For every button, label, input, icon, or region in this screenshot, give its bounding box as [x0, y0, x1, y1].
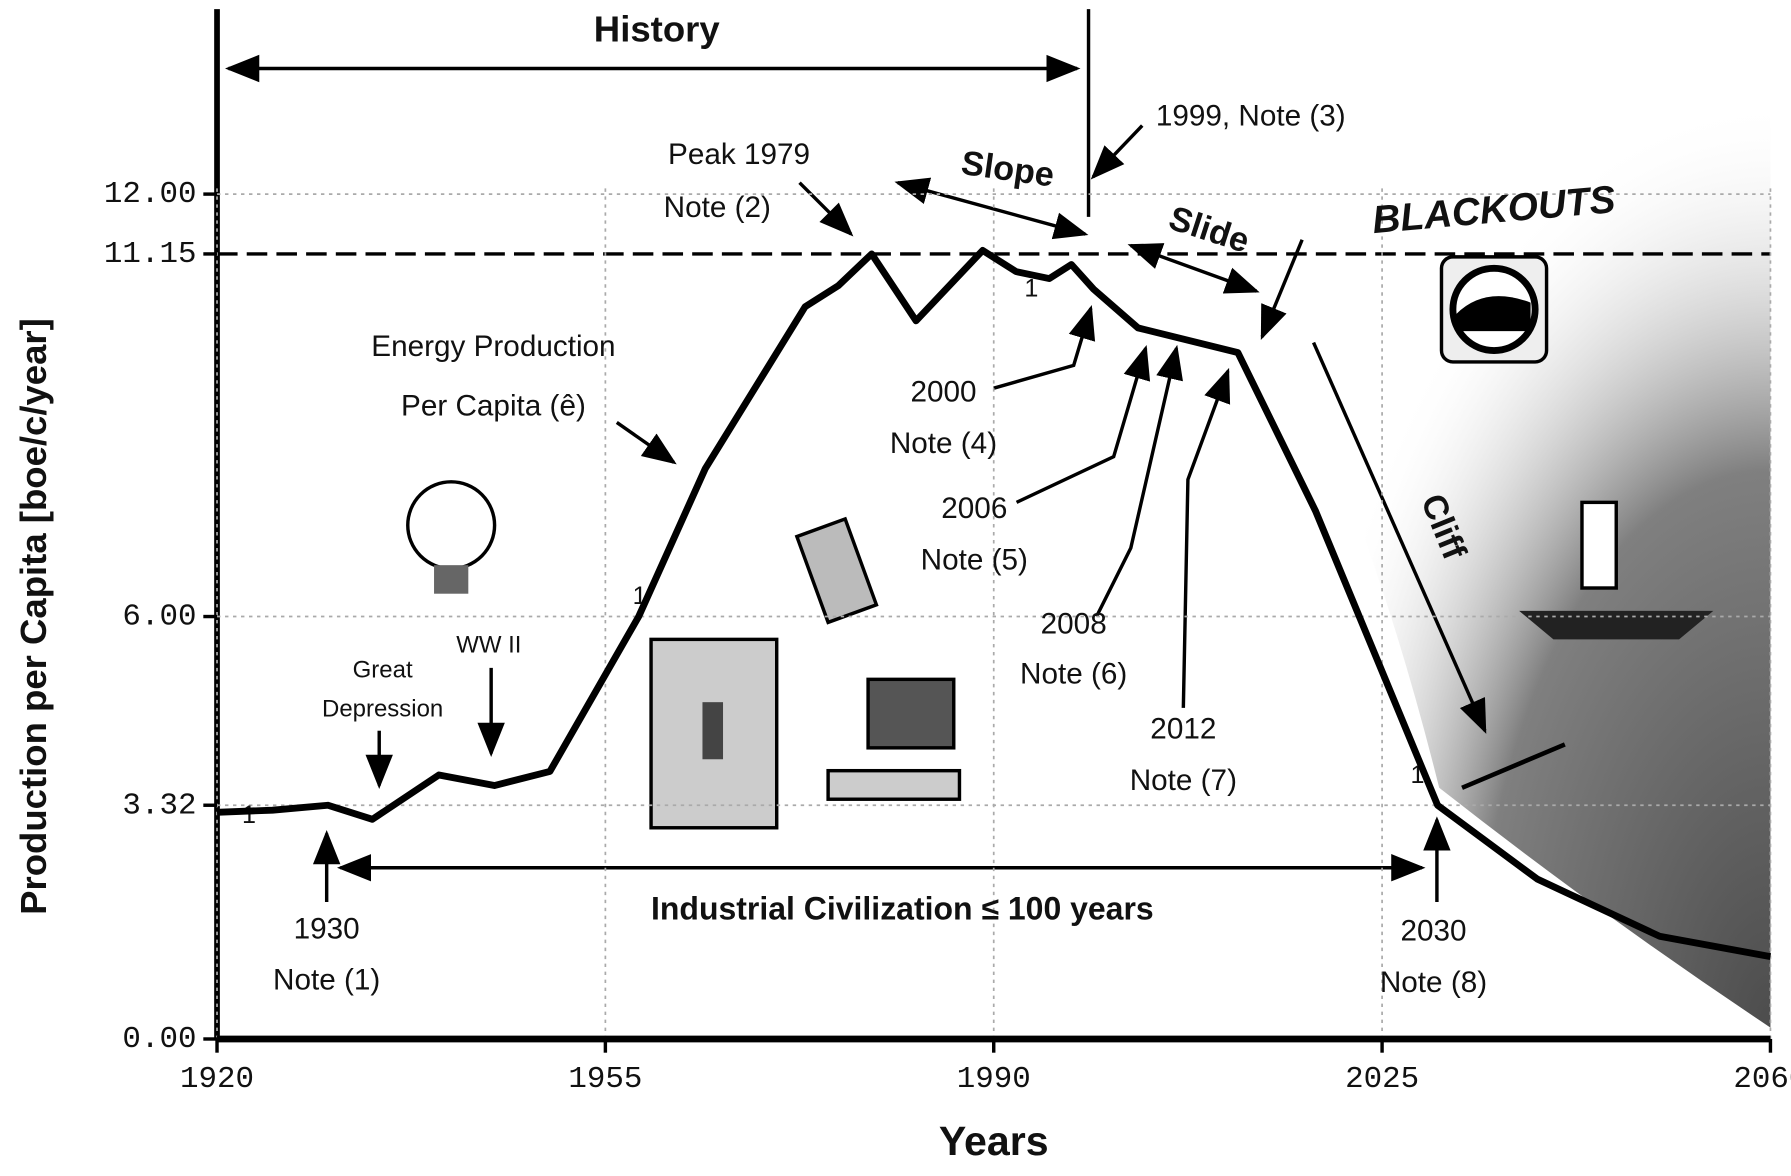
annotation: Note (7)	[1130, 764, 1237, 797]
annotation: Great	[353, 657, 413, 684]
x-tick-label: 1920	[180, 1062, 254, 1097]
y-tick-label: 11.15	[104, 237, 197, 272]
annotation: Peak 1979	[668, 138, 810, 171]
annotation: Energy Production	[371, 330, 615, 363]
annotation: 2006	[941, 492, 1007, 525]
annotation: Note (1)	[273, 964, 380, 997]
y-tick-label: 0.00	[122, 1022, 196, 1057]
x-tick-label: 1990	[957, 1062, 1031, 1097]
annotation: Note (4)	[890, 427, 997, 460]
annotation: 1999, Note (3)	[1156, 99, 1346, 132]
x-tick-label: 2025	[1345, 1062, 1419, 1097]
annotation: Industrial Civilization ≤ 100 years	[651, 891, 1154, 927]
y-tick-label: 6.00	[122, 600, 196, 635]
annotation: 2008	[1041, 608, 1107, 641]
x-tick-label: 2060	[1733, 1062, 1791, 1097]
annotation: Note (5)	[921, 544, 1028, 577]
annotation: Per Capita (ê)	[401, 389, 586, 422]
annotation: Note (2)	[664, 191, 771, 224]
annotation: Note (8)	[1380, 966, 1487, 999]
annotation: 2000	[910, 376, 976, 409]
x-tick-label: 1955	[568, 1062, 642, 1097]
annotation: Depression	[322, 695, 443, 722]
annotation: WW II	[456, 632, 521, 659]
annotation: 2030	[1400, 915, 1466, 948]
annotation: 1930	[294, 912, 360, 945]
annotation: 2012	[1150, 713, 1216, 746]
annotation: Slide	[1164, 199, 1254, 260]
y-axis-title: Production per Capita [boe/c/year]	[13, 318, 54, 915]
annotation: Note (6)	[1020, 658, 1127, 691]
y-tick-label: 12.00	[104, 177, 197, 212]
annotation: History	[594, 9, 721, 50]
x-axis-title: Years	[939, 1118, 1049, 1164]
chart: History Peak 1979 Note (2) 1999, Note (3…	[0, 0, 1791, 1176]
y-tick-label: 3.32	[122, 788, 196, 823]
point-marker: 1	[242, 801, 256, 829]
annotation: Slope	[959, 144, 1057, 195]
